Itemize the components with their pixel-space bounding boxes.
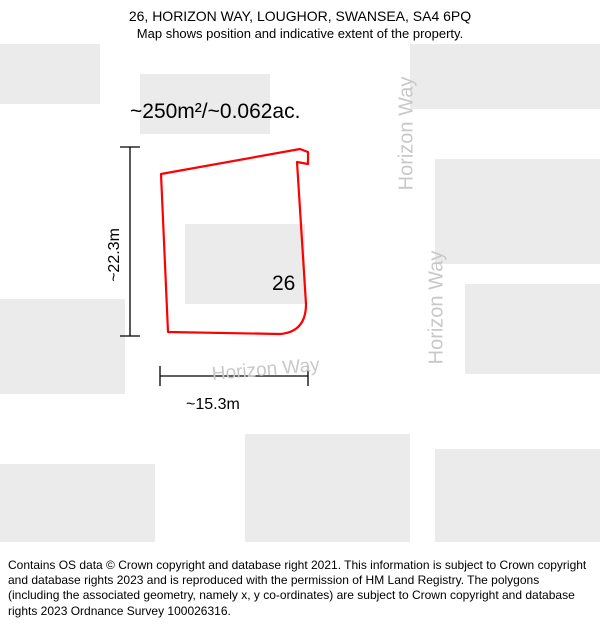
page-subtitle: Map shows position and indicative extent… <box>0 26 600 42</box>
footer-copyright: Contains OS data © Crown copyright and d… <box>8 558 592 619</box>
page-title: 26, HORIZON WAY, LOUGHOR, SWANSEA, SA4 6… <box>0 8 600 26</box>
header: 26, HORIZON WAY, LOUGHOR, SWANSEA, SA4 6… <box>0 0 600 42</box>
height-dimension-label: ~22.3m <box>106 228 124 282</box>
map-area: ~250m²/~0.062ac. ~22.3m ~15.3m 26 Horizo… <box>0 44 600 542</box>
road-label-top: Horizon Way <box>395 77 418 191</box>
width-dimension-label: ~15.3m <box>186 396 240 414</box>
area-label: ~250m²/~0.062ac. <box>130 100 300 124</box>
road-label-mid: Horizon Way <box>425 251 448 365</box>
house-number-label: 26 <box>272 272 295 296</box>
